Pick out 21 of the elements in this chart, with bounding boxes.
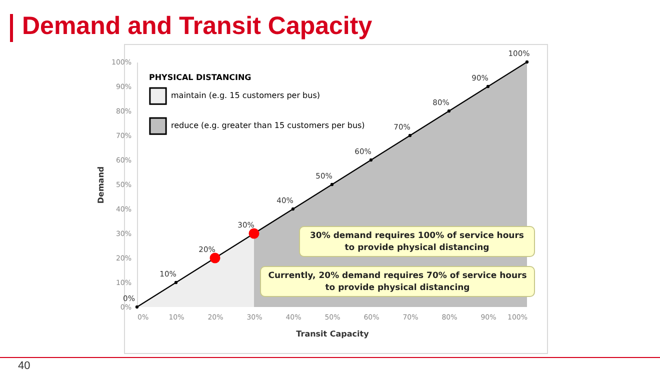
legend-title: PHYSICAL DISTANCING (149, 73, 252, 82)
point (135, 305, 139, 309)
legend-label: maintain (e.g. 15 customers per bus) (171, 91, 320, 100)
point (174, 280, 178, 284)
point (525, 60, 529, 64)
y-axis-title: Demand (96, 166, 106, 204)
point (291, 207, 295, 211)
annotation: Currently, 20% demand requires 70% of service hours to provide physical distancing (260, 266, 535, 297)
point (248, 228, 260, 239)
legend-label: reduce (e.g. greater than 15 customers per bus) (171, 121, 365, 130)
text: 40 (18, 360, 30, 372)
point (369, 158, 373, 162)
x-axis-title: Transit Capacity (296, 330, 370, 338)
point (447, 109, 451, 113)
point (486, 84, 490, 88)
annotation: 30% demand requires 100% of service hours to provide physical distancing (299, 226, 535, 257)
line-series (135, 60, 529, 309)
point (210, 252, 220, 264)
chart-title: Demand and Transit Capacity (22, 12, 372, 41)
point (408, 134, 412, 138)
point (330, 182, 334, 186)
